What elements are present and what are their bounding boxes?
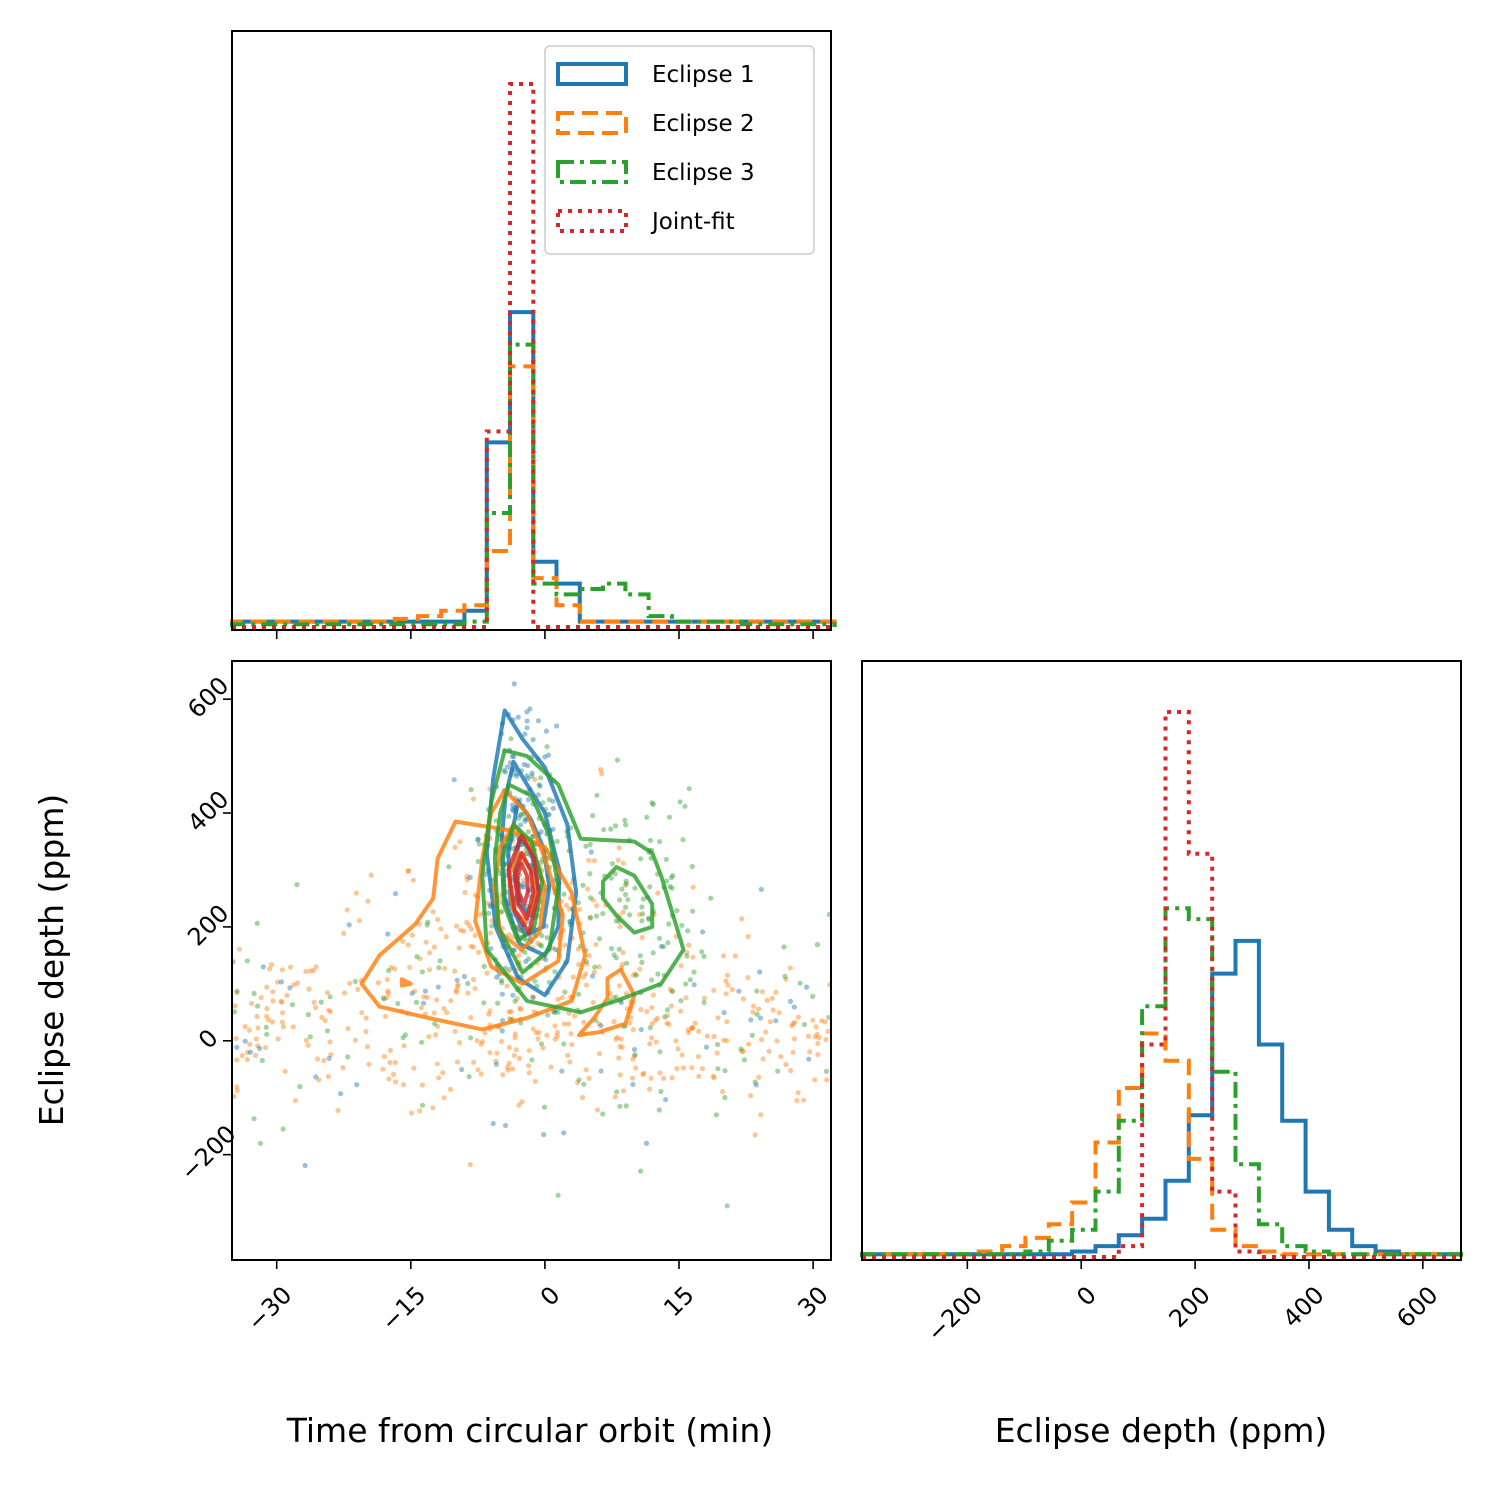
time-hist-joint-fit xyxy=(232,82,835,629)
contour-level xyxy=(506,833,541,935)
time-histogram-panel xyxy=(230,30,837,639)
contour-level xyxy=(512,850,536,921)
legend-label: Eclipse 2 xyxy=(652,111,755,137)
legend: Eclipse 1 Eclipse 2 Eclipse 3 Joint-fit xyxy=(544,45,815,255)
legend-label: Eclipse 1 xyxy=(652,62,755,88)
depth-hist-joint-fit xyxy=(862,710,1461,1259)
legend-label: Eclipse 3 xyxy=(652,160,755,186)
contour-level xyxy=(359,819,588,1032)
y-axis-label-depth: Eclipse depth (ppm) xyxy=(32,794,71,1127)
contour-level xyxy=(492,782,561,975)
legend-swatch-eclipse-1 xyxy=(556,62,628,86)
contours-joint-fit xyxy=(506,833,541,935)
depth-hist-eclipse-1 xyxy=(860,938,1463,1257)
depth-hist-eclipse-2 xyxy=(860,1031,1463,1257)
contour-level xyxy=(500,822,545,944)
contour-level xyxy=(576,967,637,1038)
x-axis-label-time: Time from circular orbit (min) xyxy=(286,1411,773,1450)
legend-swatch-eclipse-2 xyxy=(556,111,628,135)
time-hist-eclipse-3 xyxy=(230,342,837,627)
legend-swatch-joint-fit xyxy=(556,209,628,233)
legend-swatch-eclipse-3 xyxy=(556,160,628,184)
contour-level xyxy=(480,748,686,1015)
contour-level xyxy=(399,977,413,988)
x-axis-label-depth: Eclipse depth (ppm) xyxy=(995,1411,1328,1450)
contour-level xyxy=(601,865,655,935)
legend-label: Joint-fit xyxy=(650,209,735,235)
contour-level xyxy=(515,862,530,907)
contours-eclipse-3 xyxy=(480,748,686,1015)
